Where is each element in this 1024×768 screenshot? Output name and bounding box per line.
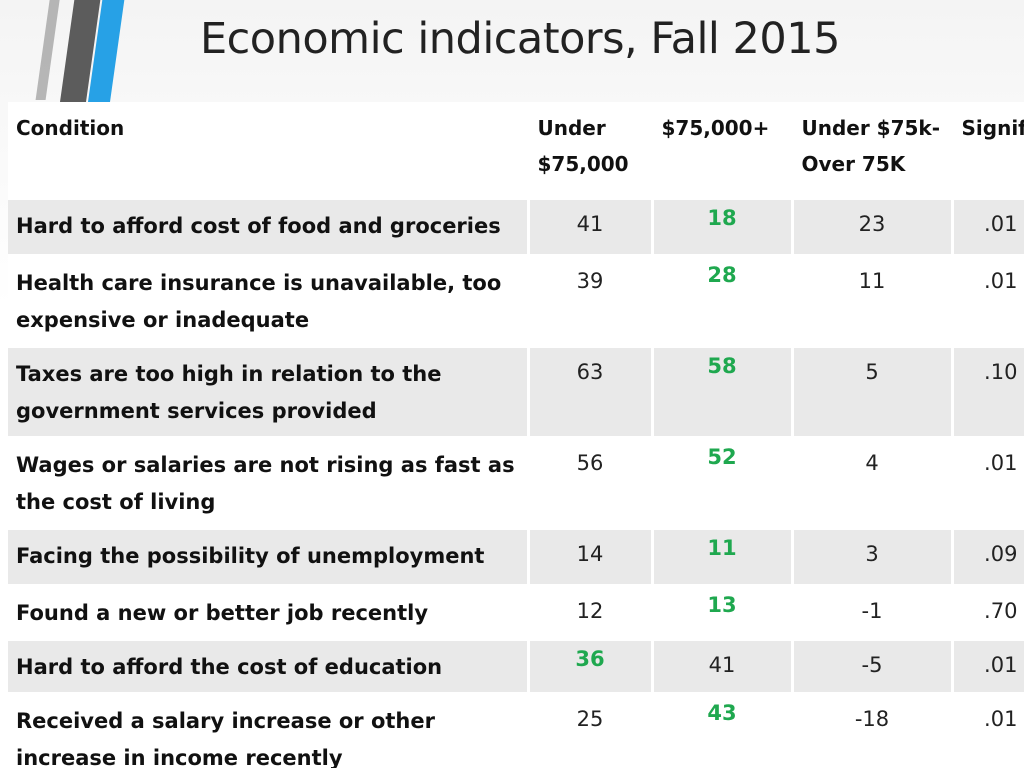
- condition-cell: Hard to afford the cost of education: [8, 638, 528, 694]
- under-75000-cell: 25: [526, 692, 652, 768]
- condition-cell: Found a new or better job recently: [8, 584, 528, 640]
- under-75000-cell: 39: [526, 254, 652, 347]
- difference-cell: 11: [790, 254, 952, 347]
- 75000-plus-cell: 18: [650, 200, 792, 256]
- significance-cell: .10: [950, 345, 1024, 438]
- 75000-plus-cell: 52: [650, 436, 792, 529]
- header-condition: Condition: [8, 102, 528, 200]
- condition-cell: Wages or salaries are not rising as fast…: [8, 436, 528, 529]
- condition-cell: Health care insurance is unavailable, to…: [8, 254, 528, 347]
- under-75000-cell: 12: [526, 584, 652, 640]
- 75000-plus-cell: 13: [650, 584, 792, 640]
- table-row: Hard to afford cost of food and grocerie…: [8, 200, 1024, 256]
- 75000-plus-cell: 58: [650, 345, 792, 438]
- difference-cell: -1: [790, 584, 952, 640]
- header-significance: Signif: [950, 102, 1024, 200]
- condition-cell: Facing the possibility of unemployment: [8, 527, 528, 586]
- significance-cell: .01: [950, 200, 1024, 256]
- under-75000-cell: 63: [526, 345, 652, 438]
- header-75000-plus: $75,000+: [650, 102, 792, 200]
- header-under-75000: Under $75,000: [526, 102, 652, 200]
- header-difference: Under $75k-Over 75K: [790, 102, 952, 200]
- significance-cell: .01: [950, 692, 1024, 768]
- table-row: Received a salary increase or other incr…: [8, 692, 1024, 768]
- indicators-table: Condition Under $75,000 $75,000+ Under $…: [8, 102, 1024, 768]
- 75000-plus-cell: 41: [650, 638, 792, 694]
- under-75000-cell: 56: [526, 436, 652, 529]
- 75000-plus-cell: 11: [650, 527, 792, 586]
- table-row: Taxes are too high in relation to the go…: [8, 345, 1024, 438]
- difference-cell: 23: [790, 200, 952, 256]
- slide-title: Economic indicators, Fall 2015: [200, 14, 840, 64]
- table-row: Facing the possibility of unemployment 1…: [8, 527, 1024, 586]
- significance-cell: .01: [950, 254, 1024, 347]
- decorative-stripe-gray-light: [35, 0, 63, 100]
- significance-cell: .01: [950, 436, 1024, 529]
- 75000-plus-cell: 43: [650, 692, 792, 768]
- table-row: Hard to afford the cost of education 36 …: [8, 638, 1024, 694]
- difference-cell: -18: [790, 692, 952, 768]
- significance-cell: .09: [950, 527, 1024, 586]
- indicators-table-container: Condition Under $75,000 $75,000+ Under $…: [8, 102, 1024, 768]
- difference-cell: 3: [790, 527, 952, 586]
- under-75000-cell: 41: [526, 200, 652, 256]
- 75000-plus-cell: 28: [650, 254, 792, 347]
- table-row: Wages or salaries are not rising as fast…: [8, 436, 1024, 529]
- significance-cell: .01: [950, 638, 1024, 694]
- difference-cell: 5: [790, 345, 952, 438]
- under-75000-cell: 14: [526, 527, 652, 586]
- difference-cell: 4: [790, 436, 952, 529]
- under-75000-cell: 36: [526, 638, 652, 694]
- condition-cell: Received a salary increase or other incr…: [8, 692, 528, 768]
- condition-cell: Taxes are too high in relation to the go…: [8, 345, 528, 438]
- table-row: Found a new or better job recently 12 13…: [8, 584, 1024, 640]
- difference-cell: -5: [790, 638, 952, 694]
- significance-cell: .70: [950, 584, 1024, 640]
- condition-cell: Hard to afford cost of food and grocerie…: [8, 200, 528, 256]
- table-row: Health care insurance is unavailable, to…: [8, 254, 1024, 347]
- table-header-row: Condition Under $75,000 $75,000+ Under $…: [8, 102, 1024, 200]
